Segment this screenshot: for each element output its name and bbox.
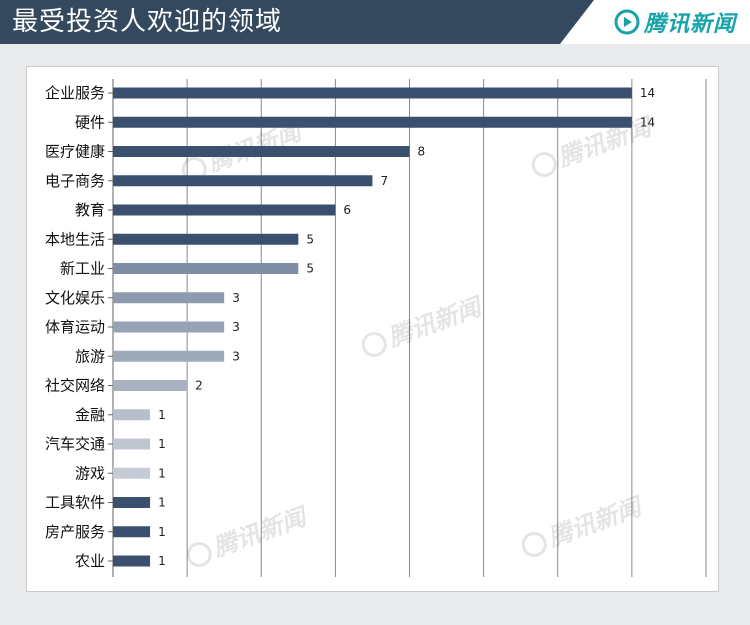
category-label: 本地生活 (45, 230, 105, 248)
data-label: 1 (158, 554, 166, 568)
category-label: 旅游 (75, 347, 105, 365)
category-label: 农业 (75, 552, 105, 570)
tencent-news-logo-icon (614, 9, 640, 35)
bar (113, 321, 225, 333)
data-label: 3 (232, 349, 240, 363)
category-label: 新工业 (60, 260, 105, 278)
data-label: 1 (158, 496, 166, 510)
data-label: 3 (232, 291, 240, 305)
chart-panel: 腾讯新闻腾讯新闻腾讯新闻腾讯新闻腾讯新闻企业服务14硬件14医疗健康8电子商务7… (26, 66, 719, 592)
data-label: 6 (343, 203, 351, 217)
data-label: 1 (158, 466, 166, 480)
bar (113, 87, 632, 99)
category-label: 金融 (75, 406, 105, 424)
bar (113, 233, 299, 245)
category-label: 社交网络 (45, 377, 105, 395)
watermark-logo-icon (361, 331, 387, 357)
page-title: 最受投资人欢迎的领域 (12, 7, 283, 37)
category-label: 企业服务 (45, 84, 105, 102)
category-label: 房产服务 (45, 523, 105, 541)
watermark: 腾讯新闻 (186, 502, 313, 567)
bar (113, 409, 151, 421)
data-label: 7 (380, 174, 388, 188)
bar-chart: 腾讯新闻腾讯新闻腾讯新闻腾讯新闻腾讯新闻企业服务14硬件14医疗健康8电子商务7… (45, 79, 707, 577)
category-label: 教育 (75, 201, 105, 219)
data-label: 14 (640, 115, 655, 129)
bar (113, 350, 225, 362)
brand-logo: 腾讯新闻 (614, 6, 736, 38)
watermark: 腾讯新闻 (361, 292, 488, 357)
brand-name: 腾讯新闻 (643, 12, 736, 37)
bar (113, 526, 151, 538)
watermark-logo-icon (521, 531, 547, 557)
data-label: 2 (195, 379, 203, 393)
data-label: 14 (640, 86, 655, 100)
bar (113, 263, 299, 274)
bar (113, 438, 151, 450)
data-label: 8 (418, 145, 426, 159)
watermark-text: 腾讯新闻 (384, 292, 488, 353)
category-label: 文化娱乐 (45, 289, 105, 307)
header-bar: 最受投资人欢迎的领域 腾讯新闻 (0, 0, 750, 44)
bar (113, 175, 373, 187)
category-label: 硬件 (75, 113, 105, 131)
bar (113, 467, 151, 479)
bar (113, 116, 632, 128)
bar (113, 146, 410, 157)
data-label: 5 (306, 262, 314, 276)
bar (113, 204, 336, 216)
data-label: 1 (158, 437, 166, 451)
watermark-text: 腾讯新闻 (544, 492, 648, 553)
watermark: 腾讯新闻 (521, 492, 648, 557)
watermark-logo-icon (186, 541, 212, 567)
data-label: 5 (306, 232, 314, 246)
category-label: 汽车交通 (45, 435, 105, 453)
category-label: 医疗健康 (45, 143, 105, 161)
bar (113, 292, 225, 304)
category-label: 体育运动 (45, 318, 105, 336)
category-label: 电子商务 (45, 172, 105, 190)
watermark-logo-icon (531, 151, 557, 177)
brand-panel (560, 0, 750, 44)
data-label: 1 (158, 408, 166, 422)
data-label: 1 (158, 525, 166, 539)
bar (113, 380, 188, 391)
data-label: 3 (232, 320, 240, 334)
bar (113, 497, 151, 508)
category-label: 工具软件 (45, 494, 105, 512)
bar (113, 555, 151, 567)
category-label: 游戏 (75, 464, 105, 482)
